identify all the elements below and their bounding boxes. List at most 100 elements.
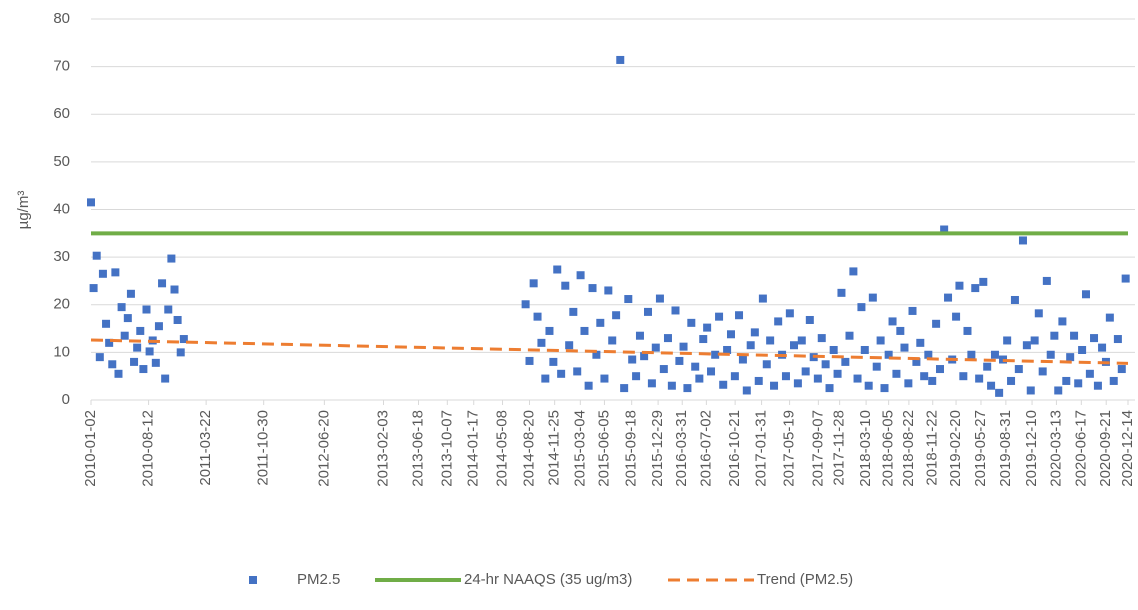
x-tick-label: 2012-06-20 [315, 410, 332, 487]
data-point [841, 357, 850, 366]
data-point [1109, 376, 1118, 385]
data-point [1010, 295, 1019, 304]
data-point [940, 225, 949, 234]
data-point [1105, 313, 1114, 322]
data-point [1078, 345, 1087, 354]
data-point [916, 338, 925, 347]
data-point [1022, 341, 1031, 350]
data-point [912, 357, 921, 366]
data-point [793, 379, 802, 388]
data-point [908, 306, 917, 315]
data-point [900, 343, 909, 352]
data-point [904, 379, 913, 388]
data-point [876, 336, 885, 345]
legend-label: Trend (PM2.5) [757, 571, 853, 588]
data-point [990, 350, 999, 359]
data-point [1026, 386, 1035, 395]
data-point [872, 362, 881, 371]
data-point [167, 254, 176, 263]
data-point [158, 279, 167, 288]
x-tick-label: 2016-10-21 [726, 410, 743, 487]
x-tick-label: 2015-09-18 [623, 410, 640, 487]
data-point [164, 305, 173, 314]
data-point [541, 374, 550, 383]
data-point [888, 317, 897, 326]
data-point [545, 326, 554, 335]
data-point [944, 293, 953, 302]
data-point [1014, 365, 1023, 374]
data-point [975, 374, 984, 383]
data-point [675, 356, 684, 365]
x-tick-label: 2013-10-07 [438, 410, 455, 487]
data-point [1093, 381, 1102, 390]
data-point [707, 367, 716, 376]
data-point [596, 318, 605, 327]
data-point [691, 362, 700, 371]
data-point [139, 365, 148, 374]
data-point [576, 271, 585, 280]
data-point [860, 345, 869, 354]
data-point [635, 331, 644, 340]
data-point [521, 300, 530, 309]
data-point [173, 315, 182, 324]
data-point [1046, 350, 1055, 359]
data-point [133, 343, 142, 352]
data-point [1074, 379, 1083, 388]
x-tick-label: 2013-06-18 [409, 410, 426, 487]
data-point [584, 381, 593, 390]
data-point [580, 326, 589, 335]
data-point [640, 352, 649, 361]
data-point [758, 294, 767, 303]
data-point [695, 374, 704, 383]
x-tick-label: 2014-01-17 [465, 410, 482, 487]
data-point [92, 251, 101, 260]
y-tick-label: 60 [53, 105, 70, 122]
data-point [557, 369, 566, 378]
data-point [735, 311, 744, 320]
data-point [114, 369, 123, 378]
y-tick-label: 30 [53, 248, 70, 265]
data-point [111, 268, 120, 277]
data-point [797, 336, 806, 345]
y-tick-label: 20 [53, 296, 70, 313]
y-tick-label: 40 [53, 200, 70, 217]
data-point [884, 350, 893, 359]
x-tick-label: 2018-03-10 [857, 410, 874, 487]
data-point [108, 360, 117, 369]
data-point [774, 317, 783, 326]
data-point [932, 319, 941, 328]
x-tick-label: 2020-12-14 [1119, 410, 1136, 487]
data-point [1030, 336, 1039, 345]
data-point [561, 281, 570, 290]
data-point [87, 198, 95, 207]
data-point [896, 326, 905, 335]
data-point [770, 381, 779, 390]
data-point [754, 376, 763, 385]
legend-label: 24-hr NAAQS (35 ug/m3) [464, 571, 632, 588]
y-tick-label: 70 [53, 58, 70, 75]
data-point [1003, 336, 1012, 345]
x-tick-label: 2020-03-13 [1047, 410, 1064, 487]
data-point [880, 384, 889, 393]
data-point [644, 307, 653, 316]
data-point [151, 358, 160, 367]
data-point [592, 350, 601, 359]
data-point [762, 360, 771, 369]
data-point [813, 374, 822, 383]
x-tick-label: 2019-12-10 [1023, 410, 1040, 487]
data-point [565, 341, 574, 350]
data-point [608, 336, 617, 345]
data-point [679, 342, 688, 351]
data-point [553, 265, 562, 274]
data-point [995, 388, 1004, 397]
data-point [179, 335, 188, 344]
data-point [750, 328, 759, 337]
x-tick-label: 2019-08-31 [997, 410, 1014, 487]
data-point [825, 384, 834, 393]
x-tick-label: 2020-06-17 [1072, 410, 1089, 487]
data-point [569, 307, 578, 316]
data-point [1018, 236, 1027, 245]
data-point [95, 353, 104, 362]
x-tick-label: 2017-09-07 [809, 410, 826, 487]
data-point [864, 381, 873, 390]
